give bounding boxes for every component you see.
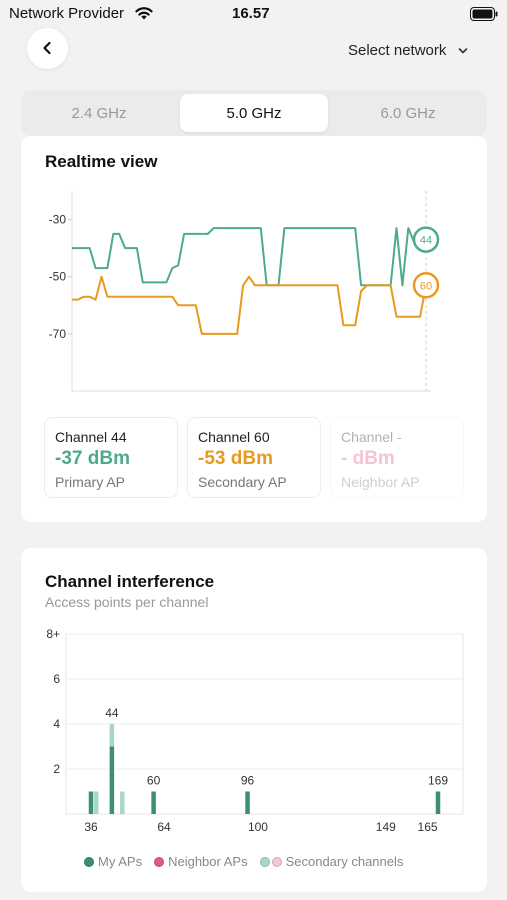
- channel-box-neighbor[interactable]: Channel - - dBm Neighbor AP: [330, 417, 464, 498]
- bar-value-label: 60: [147, 774, 161, 788]
- bar-value-label: 169: [428, 774, 448, 788]
- x-tick-label: 64: [157, 820, 171, 834]
- legend-label: Secondary channels: [285, 854, 404, 869]
- y-tick-label: -50: [49, 270, 67, 284]
- interference-chart: 2 4 6 8+ 36 64 100 149 165 44 60 96 169: [46, 627, 464, 834]
- y-tick-label: -70: [49, 327, 67, 341]
- series-end-marker: [412, 272, 440, 299]
- x-tick-label: 165: [418, 820, 438, 834]
- bar-value-label: 96: [241, 774, 255, 788]
- realtime-chart: -30 -50 -70 44 60: [49, 191, 440, 392]
- channel-box-secondary[interactable]: Channel 60 -53 dBm Secondary AP: [187, 417, 321, 498]
- y-tick-label: 8+: [46, 627, 60, 641]
- carrier-label: Network Provider: [9, 5, 125, 22]
- tab-6-0ghz[interactable]: 6.0 GHz: [380, 104, 436, 122]
- network-select[interactable]: Select network: [348, 42, 468, 59]
- y-tick-label: -30: [49, 213, 67, 227]
- battery-icon: [470, 7, 498, 21]
- channel-box-title: Channel 60: [198, 429, 270, 445]
- channel-box-sub: Neighbor AP: [341, 474, 420, 490]
- legend-item-my-aps: My APs: [84, 854, 142, 869]
- interference-title: Channel interference: [45, 572, 215, 591]
- series-end-label: 44: [420, 235, 432, 247]
- frequency-tabs: 2.4 GHz 5.0 GHz 6.0 GHz: [21, 90, 487, 136]
- legend-dot: [154, 856, 165, 867]
- series-end-marker: [412, 226, 440, 253]
- interference-card: Channel interference Access points per c…: [21, 548, 487, 892]
- clock: 16.57: [232, 5, 270, 22]
- legend-dot: [84, 856, 94, 867]
- interference-subtitle: Access points per channel: [45, 594, 209, 610]
- bar-secondary-stack: [109, 724, 115, 747]
- legend-label: My APs: [98, 854, 143, 869]
- x-tick-label: 100: [248, 820, 268, 834]
- bar-secondary-channel: [120, 791, 125, 814]
- y-tick-label: 4: [53, 717, 60, 731]
- wifi-icon: [135, 7, 153, 20]
- tab-2-4ghz[interactable]: 2.4 GHz: [71, 104, 127, 122]
- back-button[interactable]: [27, 28, 68, 69]
- bar-secondary-channel: [93, 791, 99, 814]
- bar-my-aps: [88, 791, 94, 814]
- channel-box-sub: Primary AP: [55, 474, 126, 490]
- x-tick-label: 149: [376, 820, 396, 834]
- channel-box-title: Channel -: [341, 429, 402, 445]
- bar-my-aps: [151, 791, 156, 814]
- legend-item-secondary-channels: Secondary channels: [259, 854, 404, 869]
- bar-my-aps: [435, 791, 441, 814]
- series-line-60: [72, 275, 427, 335]
- series-end-label: 60: [420, 280, 432, 292]
- bar-my-aps: [109, 746, 115, 814]
- y-tick-label: 6: [53, 672, 60, 686]
- chevron-left-icon: [43, 41, 51, 55]
- channel-box-sub: Secondary AP: [198, 474, 287, 490]
- chart-legend: My APs Neighbor APs Secondary channels: [84, 854, 411, 869]
- legend-label: Neighbor APs: [168, 854, 248, 869]
- tab-5-0ghz[interactable]: 5.0 GHz: [180, 94, 328, 132]
- channel-box-value: - dBm: [341, 448, 395, 469]
- x-tick-label: 36: [84, 820, 98, 834]
- channel-box-value: -53 dBm: [198, 448, 273, 469]
- channel-box-primary[interactable]: Channel 44 -37 dBm Primary AP: [44, 417, 178, 498]
- bar-my-aps: [245, 791, 250, 814]
- legend-dot: [259, 856, 270, 867]
- legend-item-neighbor-aps: Neighbor APs: [154, 854, 248, 869]
- y-tick-label: 2: [53, 762, 60, 776]
- bar-value-label: 44: [105, 706, 119, 720]
- chevron-down-icon: [459, 47, 468, 53]
- channel-box-title: Channel 44: [55, 429, 127, 445]
- network-select-label: Select network: [348, 42, 447, 59]
- status-bar: Network Provider 16.57: [0, 0, 507, 28]
- realtime-card: Realtime view -30 -50 -70 44 60 Channel 44 -…: [21, 136, 487, 522]
- realtime-title: Realtime view: [45, 152, 158, 171]
- channel-box-value: -37 dBm: [55, 448, 130, 469]
- legend-dot: [271, 856, 282, 867]
